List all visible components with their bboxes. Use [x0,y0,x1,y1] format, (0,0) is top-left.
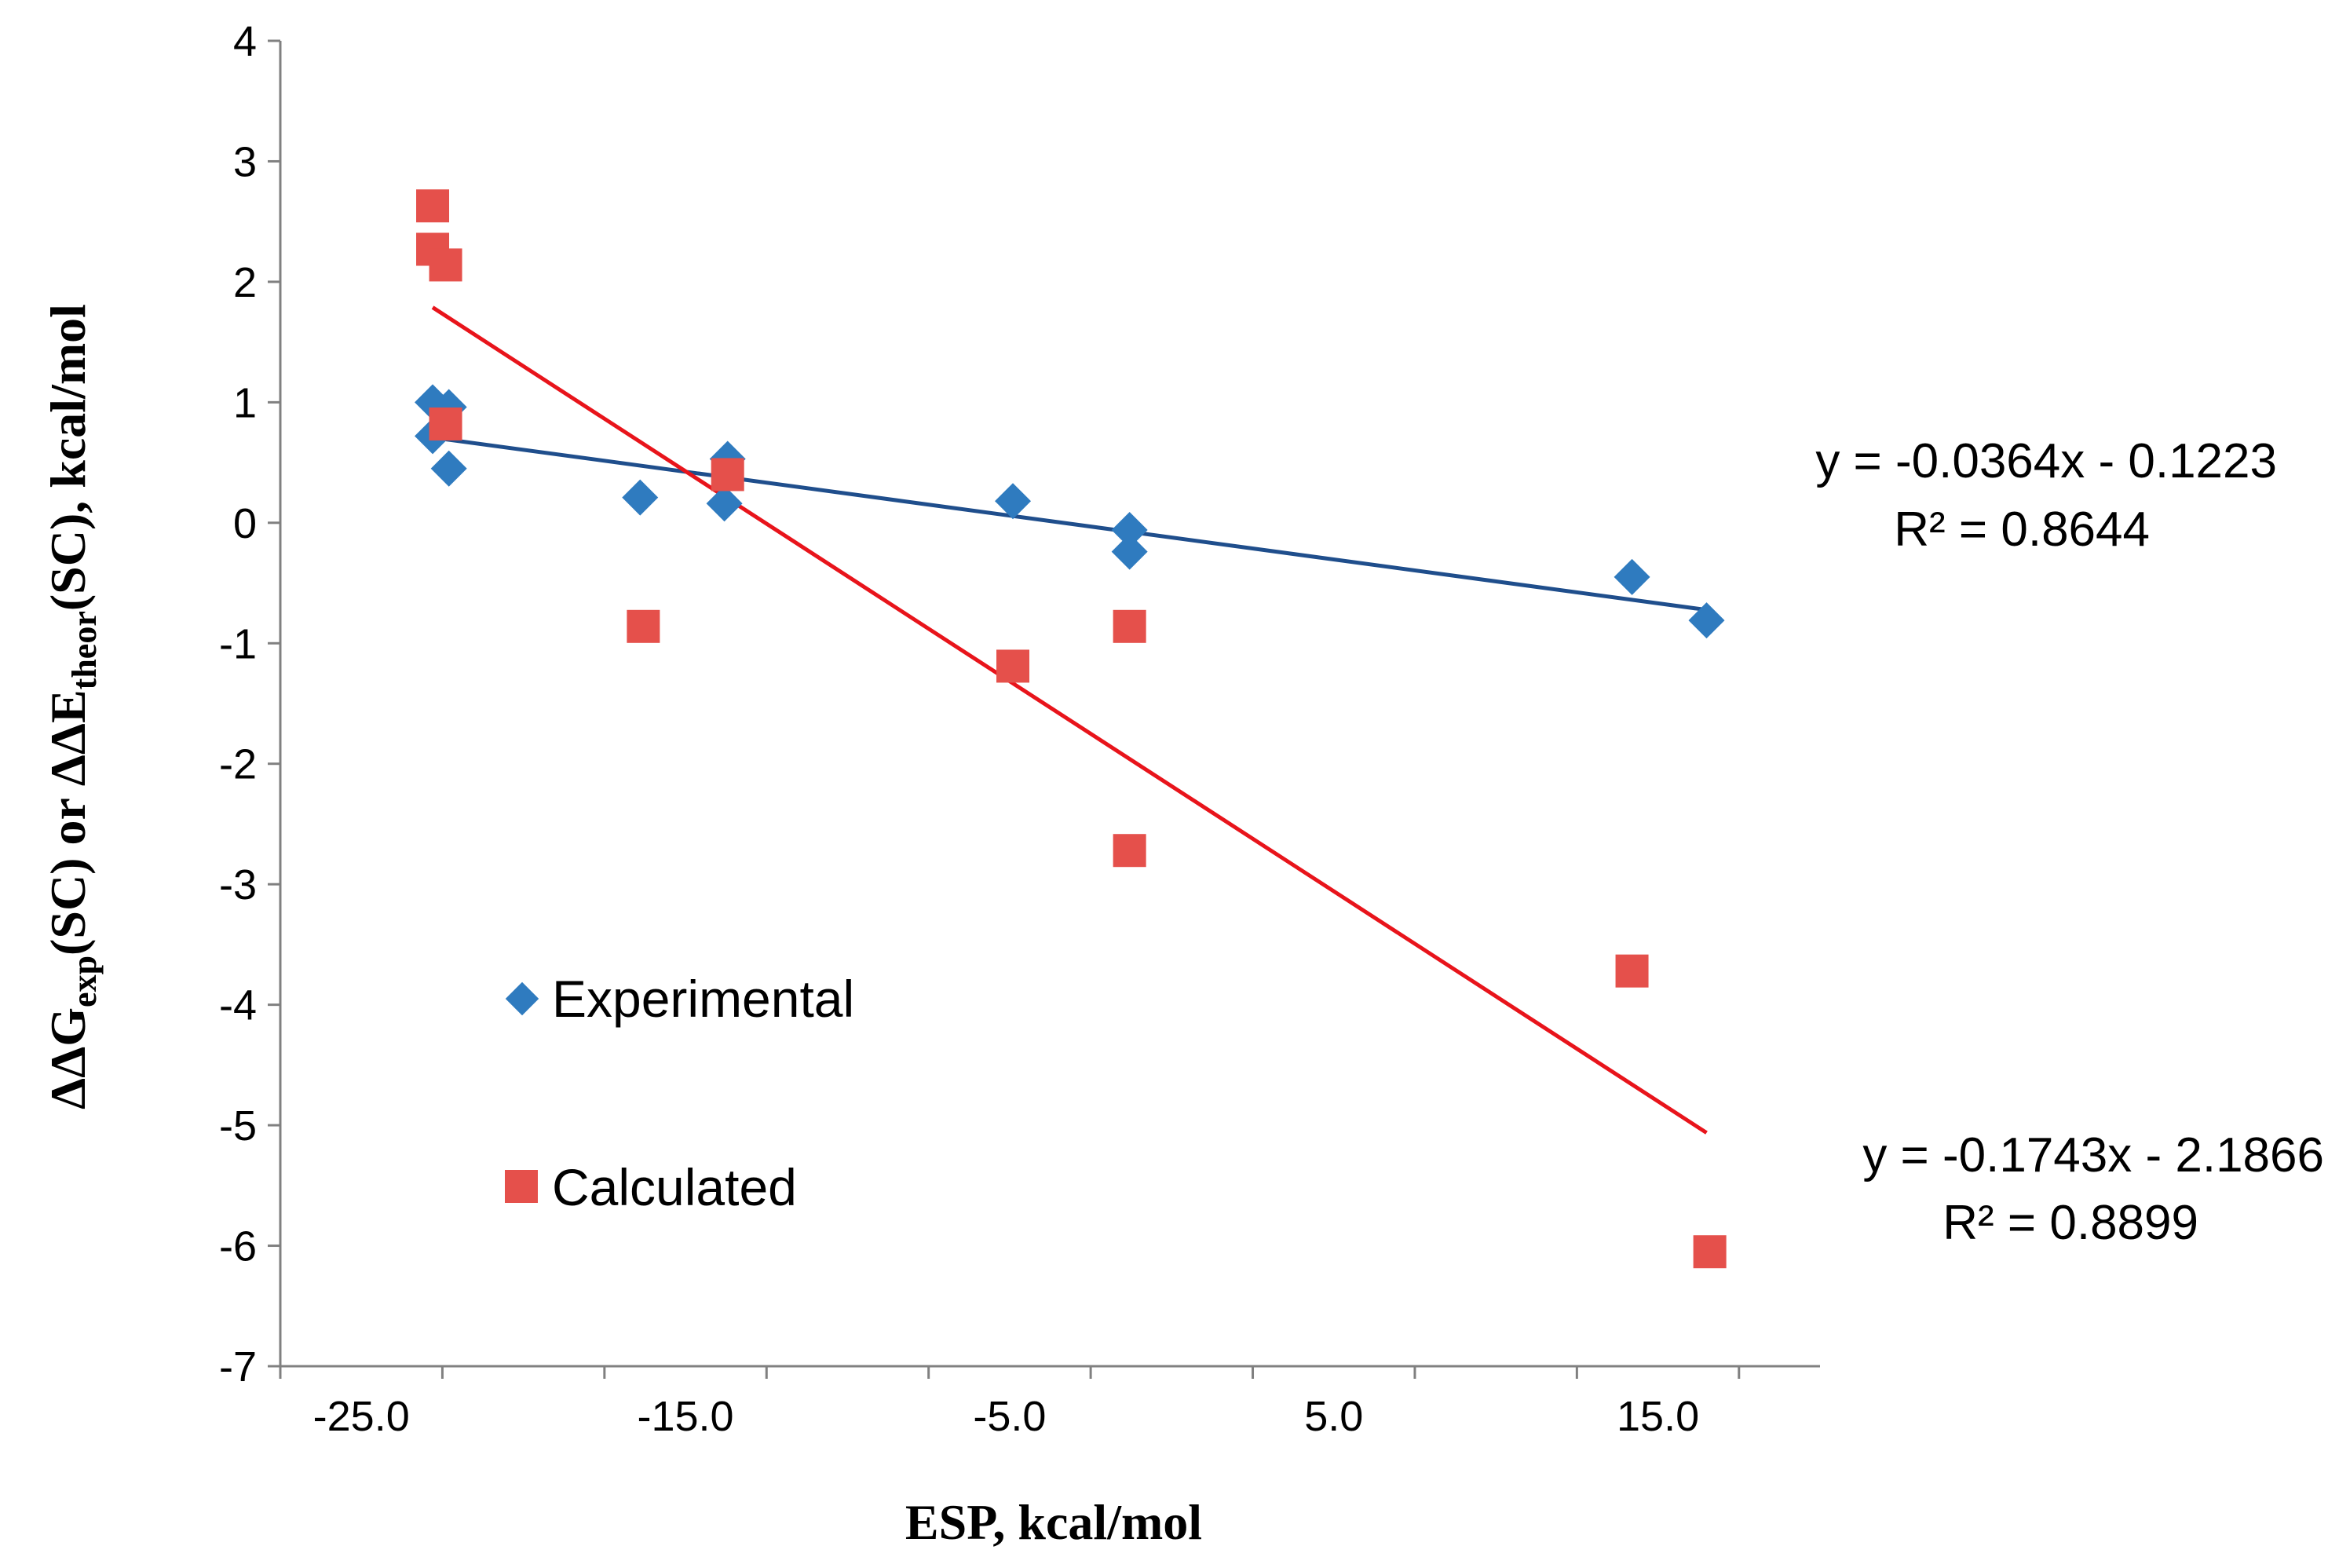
y-tick-label: -2 [219,741,257,788]
experimental-point [995,483,1032,520]
y-axis-title-part2: (SC) or ΔΔE [40,689,96,956]
y-tick-label: -4 [219,982,257,1029]
x-tick-label: -5.0 [973,1393,1046,1440]
experimental-trend-equation: y = -0.0364x - 0.1223 [1815,434,2277,488]
x-tick-labels: -25.0 -15.0 -5.0 5.0 15.0 [313,1393,1699,1440]
y-axis-title-part3: (SC), kcal/mol [40,304,96,611]
y-tick-label: 3 [233,138,257,185]
calculated-point [1693,1235,1727,1269]
y-tick-label: 2 [233,259,257,306]
y-tick-label: 1 [233,379,257,426]
calculated-trend-equation: y = -0.1743x - 2.1866 [1862,1128,2324,1182]
calculated-point [996,649,1030,683]
calculated-point [627,609,660,643]
trendlines [431,305,1708,1135]
experimental-point [706,485,743,522]
y-tick-label: -6 [219,1223,257,1270]
calculated-point [429,407,462,440]
axes [268,39,1820,1379]
calculated-point [416,189,450,223]
experimental-point [1111,512,1148,549]
calculated-point [1113,609,1146,643]
y-tick-label: -5 [219,1102,257,1150]
legend-label-experimental: Experimental [552,970,854,1028]
y-tick-label: -7 [219,1343,257,1391]
y-tick-label: 4 [233,18,257,65]
y-tick-label: -1 [219,620,257,667]
experimental-point [1614,558,1650,595]
experimental-trendline [432,435,1707,612]
legend-marker-experimental [505,981,539,1016]
experimental-point [1111,533,1148,570]
calculated-point [1113,834,1146,868]
y-tick-label: -3 [219,861,257,908]
experimental-point [622,479,659,516]
y-axis-title: ΔΔGexp(SC) or ΔΔEtheor(SC), kcal/mol [40,304,104,1109]
x-axis-title: ESP, kcal/mol [905,1494,1202,1550]
legend-label-calculated: Calculated [552,1158,797,1216]
x-tick-label: 15.0 [1617,1393,1699,1440]
calculated-trendline [431,305,1708,1135]
calculated-point [711,458,744,492]
calculated-point [1615,954,1649,988]
x-tick-label: -15.0 [638,1393,734,1440]
y-axis-title-sub2: theor [65,611,104,689]
calculated-trend-r2: R² = 0.8899 [1942,1196,2198,1250]
experimental-trend-r2: R² = 0.8644 [1894,503,2150,557]
y-tick-label: 0 [233,500,257,547]
x-tick-label: -25.0 [313,1393,410,1440]
experimental-point [1688,602,1725,639]
y-axis-title-part1: ΔΔG [40,1007,96,1109]
legend-marker-calculated [505,1170,538,1203]
legend: Experimental Calculated [505,970,854,1216]
calculated-point [429,248,462,282]
experimental-point [430,450,467,487]
y-axis-title-sub1: exp [65,956,104,1007]
x-tick-label: 5.0 [1304,1393,1363,1440]
y-tick-labels: 4 3 2 1 0 -1 -2 -3 -4 -5 -6 -7 [219,18,257,1391]
data-points [415,189,1727,1269]
